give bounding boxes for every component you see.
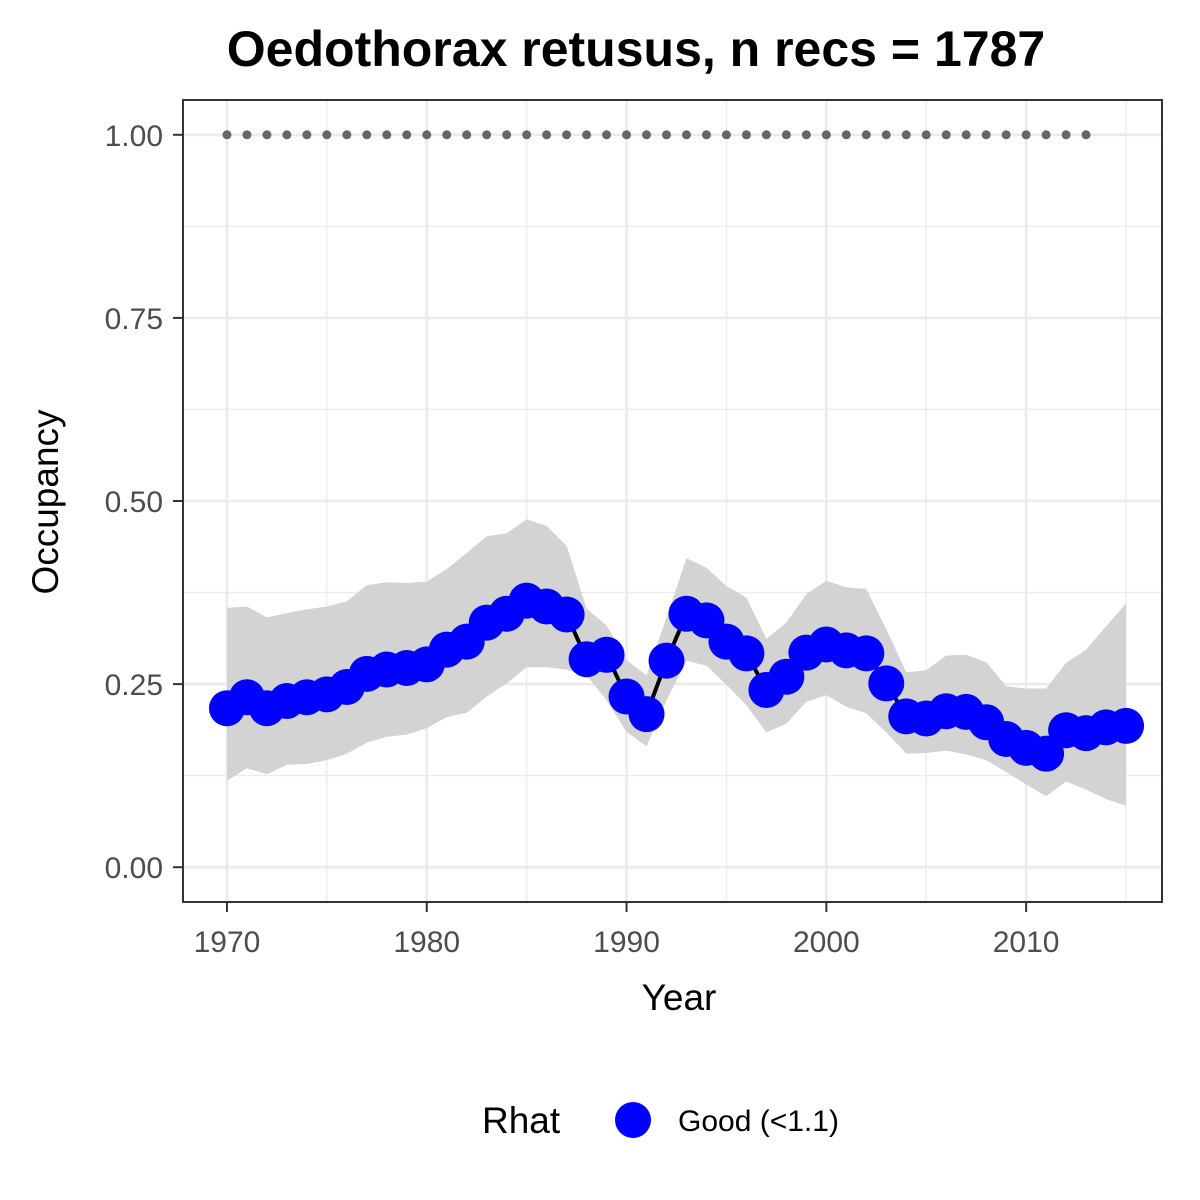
reference-dot [901,130,911,140]
y-tick-label: 1.00 [105,120,163,153]
reference-dot [801,130,811,140]
legend: Rhat Good (<1.1) [482,1100,839,1141]
reference-dot [342,130,352,140]
occupancy-points [208,582,1145,772]
x-tick-label: 2010 [993,926,1060,959]
data-point [628,696,665,733]
reference-dot [861,130,871,140]
reference-dot [242,130,252,140]
data-point [868,665,905,702]
axes: 1970 1980 1990 2000 2010 0.00 0.25 0.50 0.75 1.00 [105,120,1060,959]
legend-label: Good (<1.1) [678,1105,839,1138]
data-point [648,642,685,679]
reference-dot [1041,130,1051,140]
x-tick-label: 1990 [593,926,660,959]
reference-dot [442,130,452,140]
reference-dot [1061,130,1071,140]
legend-key-point [615,1102,651,1138]
reference-dot [841,130,851,140]
reference-dot [522,130,532,140]
reference-dot [881,130,891,140]
reference-dot [422,130,432,140]
reference-dot [761,130,771,140]
reference-dot [382,130,392,140]
chart-title: Oedothorax retusus, n recs = 1787 [227,21,1045,77]
reference-dot [482,130,492,140]
reference-dot [1001,130,1011,140]
reference-dot [642,130,652,140]
data-point [1108,707,1145,744]
reference-dot [562,130,572,140]
reference-dot [282,130,292,140]
reference-dot [721,130,731,140]
data-point [548,596,585,633]
reference-dots [222,130,1091,140]
data-point [848,635,885,672]
reference-dot [821,130,831,140]
y-tick-label: 0.00 [105,852,163,885]
reference-dot [941,130,951,140]
reference-dot [1081,130,1091,140]
legend-title: Rhat [482,1100,561,1141]
reference-dot [921,130,931,140]
reference-dot [622,130,632,140]
reference-dot [462,130,472,140]
x-tick-label: 1970 [194,926,261,959]
reference-dot [222,130,232,140]
y-axis-title: Occupancy [25,409,66,595]
reference-dot [362,130,372,140]
reference-dot [582,130,592,140]
y-tick-label: 0.50 [105,486,163,519]
data-point [768,658,805,695]
reference-dot [701,130,711,140]
reference-dot [781,130,791,140]
reference-dot [542,130,552,140]
reference-dot [961,130,971,140]
reference-dot [302,130,312,140]
x-axis-title: Year [642,977,717,1018]
reference-dot [662,130,672,140]
y-tick-label: 0.25 [105,669,163,702]
data-point [1028,735,1065,772]
reference-dot [502,130,512,140]
reference-dot [981,130,991,140]
data-point [728,635,765,672]
reference-dot [402,130,412,140]
reference-dot [741,130,751,140]
y-tick-label: 0.75 [105,303,163,336]
reference-dot [322,130,332,140]
reference-dot [262,130,272,140]
x-tick-label: 1980 [393,926,460,959]
x-tick-label: 2000 [793,926,860,959]
reference-dot [1021,130,1031,140]
data-point [588,636,625,673]
reference-dot [681,130,691,140]
reference-dot [602,130,612,140]
